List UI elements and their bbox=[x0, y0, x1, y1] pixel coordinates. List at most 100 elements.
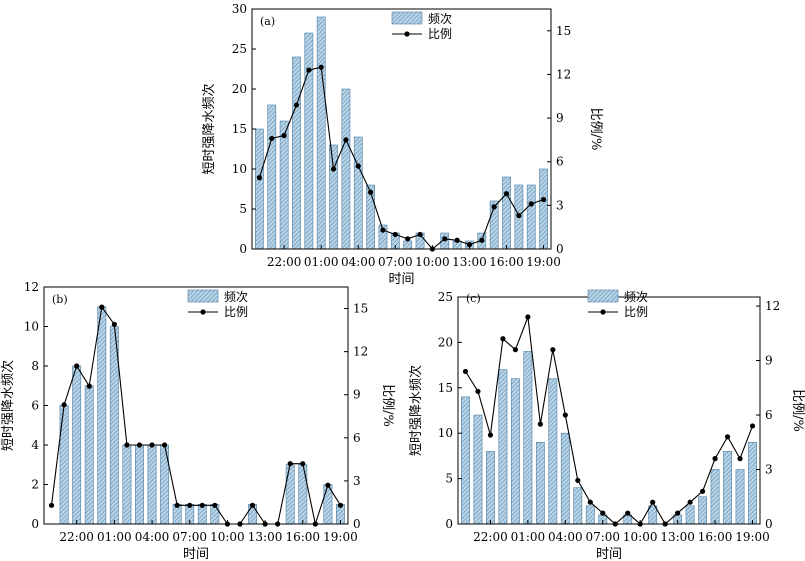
y2-tick-label-2: 6 bbox=[765, 408, 773, 422]
ratio-point-12 bbox=[405, 236, 411, 242]
y2-tick-label-3: 9 bbox=[556, 111, 564, 125]
x-tick-label-2: 04:00 bbox=[135, 530, 170, 544]
x-tick-label-5: 13:00 bbox=[452, 255, 487, 269]
ratio-point-17 bbox=[675, 510, 681, 516]
y-axis-title: 短时强降水频次 bbox=[0, 360, 16, 451]
x-tick-label-2: 04:00 bbox=[548, 530, 583, 544]
y-tick-label-3: 15 bbox=[232, 122, 247, 136]
bar-freq-20 bbox=[298, 464, 308, 525]
ratio-point-22 bbox=[528, 201, 534, 207]
ratio-point-0 bbox=[256, 175, 263, 181]
y-tick-label-2: 10 bbox=[438, 426, 453, 440]
bar-freq-1 bbox=[59, 405, 69, 525]
y-tick-label-5: 25 bbox=[232, 42, 247, 56]
bar-freq-19 bbox=[285, 464, 295, 525]
ratio-point-5 bbox=[111, 321, 117, 327]
x-tick-label-4: 10:00 bbox=[210, 530, 245, 544]
ratio-point-2 bbox=[74, 363, 80, 369]
y-tick-label-5: 10 bbox=[24, 320, 39, 334]
ratio-point-15 bbox=[650, 499, 656, 505]
x-tick-label-1: 01:00 bbox=[97, 530, 132, 544]
ratio-point-19 bbox=[491, 204, 497, 210]
ratio-point-8 bbox=[355, 163, 361, 169]
ratio-point-15 bbox=[442, 236, 448, 242]
y2-axis-title: 比例/% bbox=[588, 108, 603, 151]
ratio-point-8 bbox=[149, 442, 155, 448]
y-tick-label-4: 8 bbox=[31, 359, 39, 373]
y2-tick-label-0: 0 bbox=[353, 517, 361, 531]
ratio-point-20 bbox=[503, 191, 510, 197]
ratio-point-19 bbox=[699, 488, 706, 494]
bar-freq-5 bbox=[316, 16, 326, 250]
bar-freq-2 bbox=[279, 120, 289, 250]
legend-line-marker bbox=[404, 31, 410, 37]
y-tick-label-3: 6 bbox=[31, 399, 39, 413]
bar-freq-7 bbox=[341, 88, 351, 250]
y2-tick-label-3: 9 bbox=[353, 388, 361, 402]
legend-line-label: 比例 bbox=[224, 305, 248, 319]
bar-freq-4 bbox=[510, 378, 520, 525]
ratio-point-10 bbox=[380, 227, 386, 233]
x-tick-label-7: 19:00 bbox=[323, 530, 358, 544]
bar-freq-12 bbox=[403, 240, 413, 250]
bar-freq-4 bbox=[97, 306, 107, 525]
ratio-point-0 bbox=[48, 502, 55, 508]
bar-freq-23 bbox=[748, 441, 757, 525]
panel-label: (b) bbox=[52, 293, 68, 306]
panel-label: (a) bbox=[260, 15, 275, 28]
ratio-point-19 bbox=[287, 461, 293, 467]
x-tick-label-5: 13:00 bbox=[248, 530, 283, 544]
legend-bar-label: 频次 bbox=[624, 290, 648, 304]
bar-freq-4 bbox=[304, 32, 314, 250]
ratio-point-5 bbox=[525, 314, 531, 320]
ratio-point-1 bbox=[61, 402, 67, 408]
ratio-point-2 bbox=[487, 432, 494, 438]
legend-bar-label: 频次 bbox=[428, 12, 452, 26]
bar-freq-21 bbox=[723, 451, 732, 525]
legend-line-marker bbox=[200, 309, 206, 315]
ratio-line bbox=[465, 316, 754, 525]
y-tick-label-6: 30 bbox=[232, 2, 247, 16]
ratio-point-11 bbox=[600, 510, 606, 516]
bar-freq-1 bbox=[473, 414, 483, 525]
y2-tick-label-5: 15 bbox=[556, 24, 571, 38]
x-tick-label-6: 16:00 bbox=[285, 530, 320, 544]
y-tick-label-6: 12 bbox=[24, 280, 39, 294]
ratio-point-20 bbox=[300, 461, 306, 467]
bar-freq-5 bbox=[523, 351, 533, 525]
ratio-point-3 bbox=[500, 336, 506, 342]
y2-tick-label-2: 6 bbox=[556, 155, 564, 169]
x-tick-label-3: 07:00 bbox=[378, 255, 413, 269]
bar-freq-6 bbox=[535, 441, 545, 525]
x-tick-label-0: 22:00 bbox=[473, 530, 508, 544]
ratio-point-7 bbox=[136, 442, 143, 448]
x-tick-label-7: 19:00 bbox=[735, 530, 770, 544]
bar-freq-20 bbox=[710, 469, 720, 525]
x-tick-label-0: 22:00 bbox=[267, 255, 302, 269]
panel-label: (c) bbox=[466, 292, 481, 305]
bar-freq-22 bbox=[735, 469, 745, 525]
ratio-point-22 bbox=[325, 482, 331, 488]
x-axis-title: 时间 bbox=[596, 547, 622, 561]
x-tick-label-1: 01:00 bbox=[304, 255, 339, 269]
y2-tick-label-5: 15 bbox=[353, 302, 368, 316]
ratio-point-6 bbox=[330, 166, 337, 172]
x-tick-label-4: 10:00 bbox=[623, 530, 658, 544]
ratio-point-18 bbox=[687, 499, 693, 505]
ratio-point-13 bbox=[417, 231, 423, 238]
bar-freq-18 bbox=[685, 505, 695, 525]
y2-tick-label-0: 0 bbox=[765, 517, 773, 531]
ratio-point-4 bbox=[512, 347, 519, 353]
ratio-point-7 bbox=[550, 347, 556, 353]
legend-bar-swatch bbox=[187, 289, 219, 303]
y-tick-label-1: 5 bbox=[239, 202, 247, 216]
y2-tick-label-4: 12 bbox=[765, 299, 780, 313]
y2-tick-label-0: 0 bbox=[556, 242, 564, 256]
ratio-point-22 bbox=[737, 456, 743, 462]
y-axis-title: 短时强降水频次 bbox=[201, 83, 217, 174]
bar-freq-22 bbox=[526, 184, 536, 250]
ratio-point-16 bbox=[454, 237, 460, 243]
ratio-line bbox=[50, 305, 341, 527]
ratio-point-6 bbox=[124, 442, 130, 448]
bar-freq-7 bbox=[548, 378, 558, 525]
